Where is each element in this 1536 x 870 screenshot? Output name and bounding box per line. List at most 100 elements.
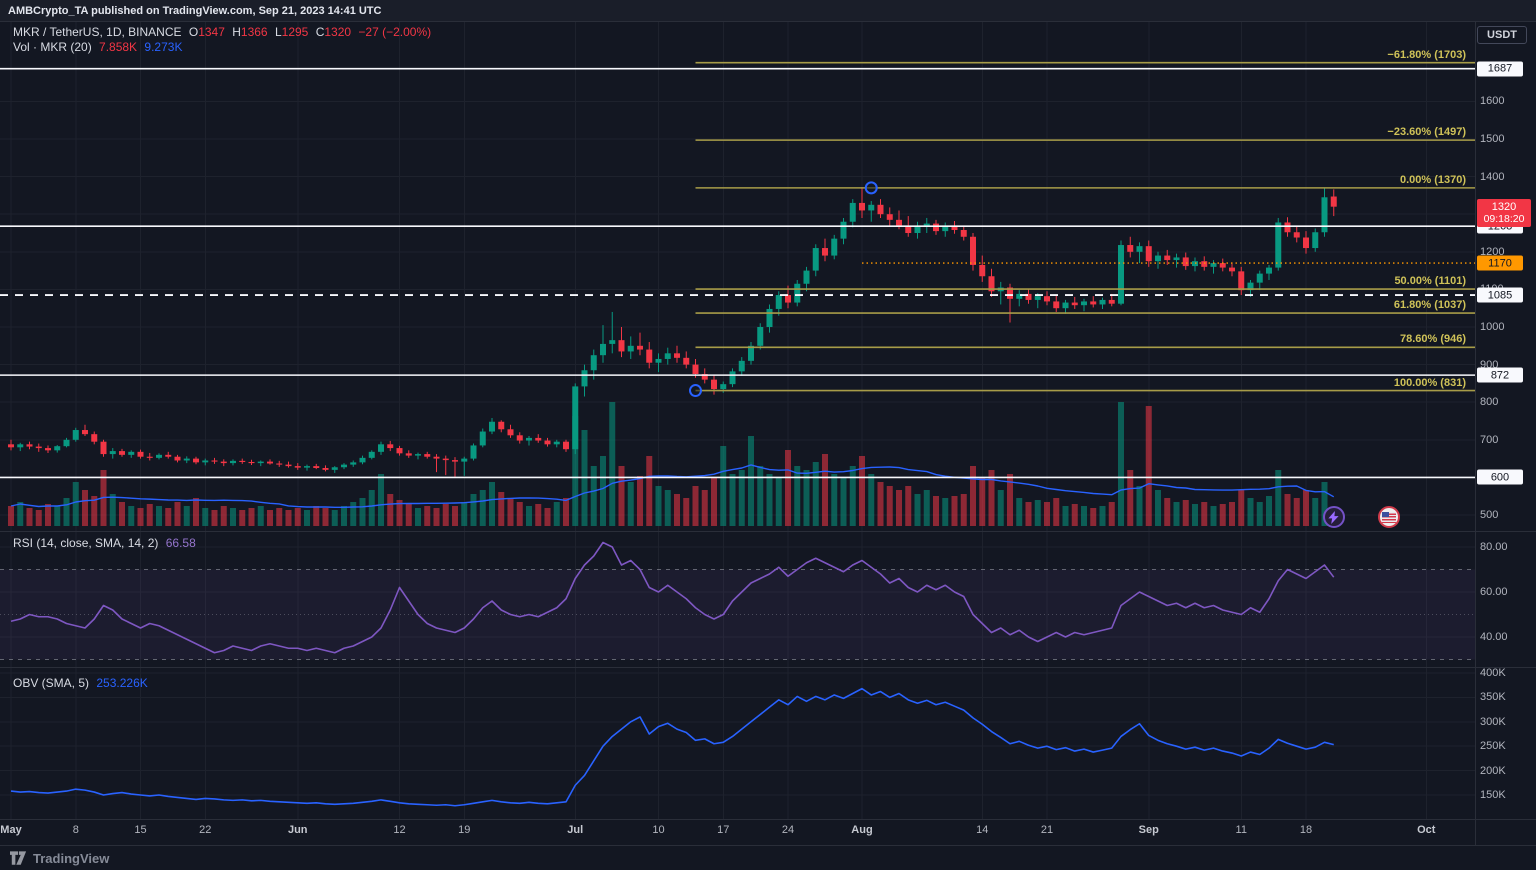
volume-bar	[822, 454, 828, 526]
candle-body	[424, 454, 431, 457]
volume-bar	[600, 456, 606, 526]
series-line	[10, 687, 1334, 807]
level-price-label: 1687	[1477, 61, 1523, 77]
candle-body	[637, 345, 643, 350]
symbol-legend-row[interactable]: MKR / TetherUS, 1D, BINANCE O1347 H1366 …	[13, 25, 435, 39]
volume-bar	[285, 510, 292, 526]
candle-body	[1330, 196, 1337, 207]
candle-body	[1108, 299, 1115, 304]
volume-bar	[1303, 490, 1309, 526]
currency-toggle-button[interactable]: USDT	[1477, 26, 1527, 44]
candle-body	[1053, 301, 1060, 309]
volume-bar	[683, 498, 690, 526]
time-tick-label: Jun	[287, 824, 308, 836]
candle-body	[1099, 299, 1106, 305]
volume-bar	[618, 466, 625, 526]
time-tick-label: Aug	[851, 824, 873, 836]
volume-bar	[470, 494, 477, 526]
fib-anchor-handle[interactable]	[689, 384, 702, 398]
volume-bar	[304, 510, 310, 526]
volume-bar	[1293, 498, 1300, 526]
candle-body	[516, 435, 523, 441]
volume-bar	[1034, 500, 1041, 526]
volume-bar	[35, 510, 42, 526]
volume-bar	[988, 470, 995, 526]
candle-body	[1044, 296, 1050, 302]
candle-body	[914, 226, 921, 233]
candle-body	[405, 453, 412, 456]
flash-event-icon[interactable]	[1322, 506, 1345, 528]
volume-bar	[424, 506, 431, 526]
level-price-label: 1085	[1477, 287, 1523, 303]
volume-bar	[803, 470, 810, 526]
candle-body	[1219, 263, 1226, 268]
volume-bar	[1229, 502, 1235, 526]
candle-body	[646, 349, 653, 363]
volume-bar	[1164, 498, 1171, 526]
time-tick-label: Oct	[1417, 824, 1436, 836]
candle-body	[1136, 246, 1143, 252]
volume-bar	[609, 402, 616, 526]
price-tick-label: 1200	[1480, 245, 1505, 258]
rsi-label: RSI (14, close, SMA, 14, 2)	[13, 536, 159, 550]
volume-bar	[1136, 486, 1143, 526]
tradingview-brand-text[interactable]: TradingView	[33, 850, 110, 866]
time-tick-label: 12	[393, 824, 406, 836]
volume-bar	[674, 494, 680, 526]
pane-separator-rsi-obv[interactable]	[0, 667, 1536, 668]
price-tick-label: 1600	[1480, 95, 1505, 108]
rsi-tick-label: 40.00	[1480, 631, 1508, 643]
pane-separator-main-rsi[interactable]	[0, 531, 1536, 532]
candle-body	[775, 295, 782, 309]
volume-bar	[257, 506, 264, 526]
level-price-label: 872	[1477, 367, 1523, 383]
candle-body	[1247, 282, 1254, 291]
volume-bar	[1099, 506, 1106, 526]
candle-body	[526, 437, 532, 441]
us-flag-event-icon[interactable]	[1378, 506, 1401, 528]
candle-body	[220, 461, 227, 464]
candle-body	[1266, 267, 1272, 274]
candle-body	[979, 264, 986, 277]
bar-countdown: 09:18:20	[1483, 212, 1525, 225]
time-tick-label: 21	[1040, 824, 1054, 836]
candle-body	[1090, 301, 1097, 305]
candle-body	[26, 444, 33, 447]
candle-body	[1164, 255, 1171, 261]
time-tick-label: 15	[134, 824, 147, 836]
volume-bar	[701, 490, 708, 526]
candle-body	[1062, 302, 1069, 309]
candle-body	[387, 444, 394, 449]
candle-body	[267, 461, 273, 464]
volume-bar	[91, 496, 98, 526]
series-line	[10, 541, 1335, 654]
volume-value: 7.858K	[99, 40, 138, 54]
volume-bar	[313, 506, 320, 526]
volume-legend-row[interactable]: Vol · MKR (20) 7.858K 9.273K	[13, 40, 186, 54]
fib-level-label: 50.00% (1101)	[1394, 275, 1466, 288]
candle-body	[600, 343, 606, 356]
candle-body	[1229, 267, 1235, 272]
volume-bar	[276, 508, 283, 526]
tradingview-logo-icon[interactable]	[10, 850, 27, 866]
rsi-value: 66.58	[165, 536, 196, 550]
candle-body	[896, 219, 902, 226]
candle-body	[1173, 257, 1180, 261]
volume-bar	[655, 486, 662, 526]
candle-body	[257, 461, 264, 464]
low-label: L	[274, 25, 282, 39]
volume-bar	[156, 506, 162, 526]
candle-body	[1155, 255, 1161, 262]
fib-anchor-handle[interactable]	[864, 181, 878, 195]
volume-bar	[119, 502, 125, 526]
time-tick-label: 8	[72, 824, 79, 836]
rsi-legend-row[interactable]: RSI (14, close, SMA, 14, 2) 66.58	[13, 536, 200, 550]
price-tick-label: 700	[1480, 433, 1499, 446]
volume-bar	[1173, 502, 1180, 526]
volume-bar	[433, 508, 440, 526]
obv-legend-row[interactable]: OBV (SMA, 5) 253.226K	[13, 676, 152, 690]
volume-bar	[1247, 498, 1254, 526]
volume-bar	[1219, 504, 1226, 526]
time-tick-label: 24	[781, 824, 795, 836]
